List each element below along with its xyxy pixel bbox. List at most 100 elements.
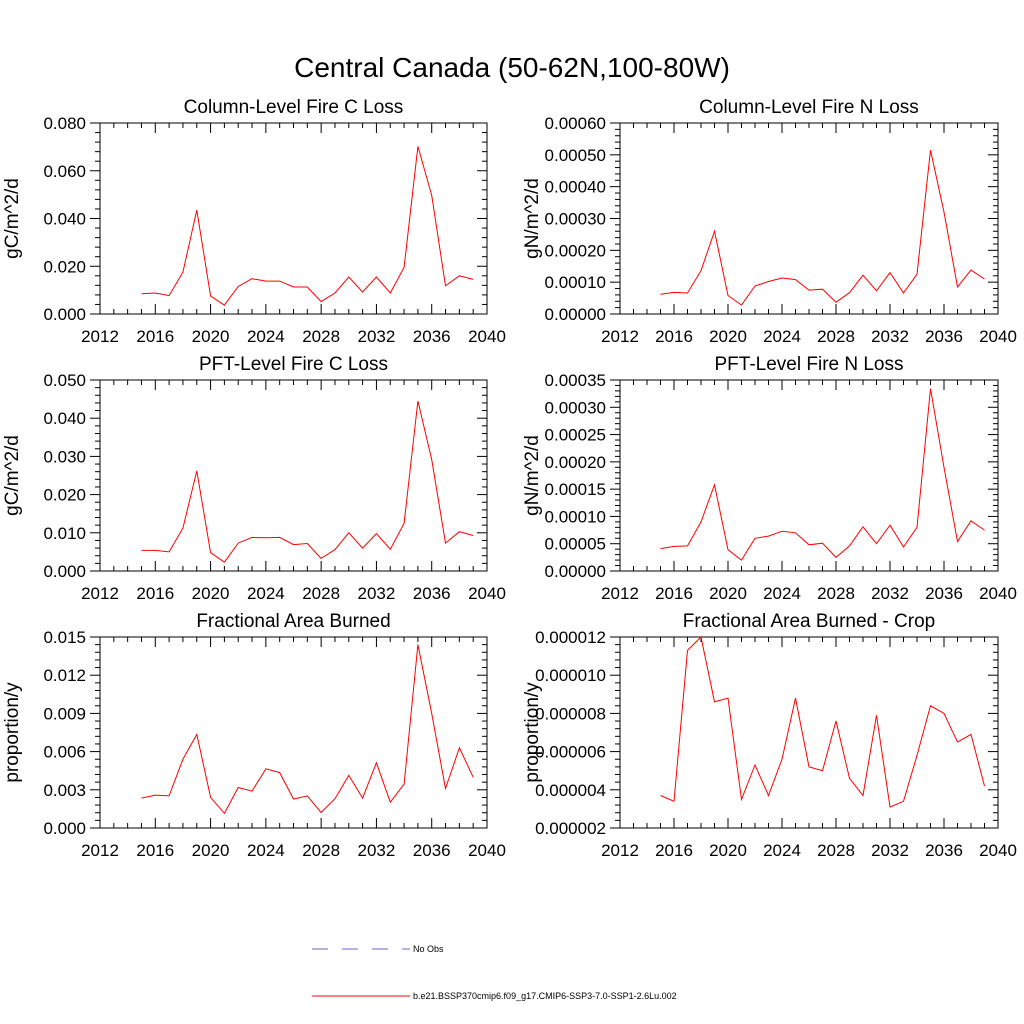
y-axis-label: gN/m^2/d bbox=[522, 435, 543, 516]
y-tick-label: 0.000006 bbox=[535, 743, 606, 762]
x-tick-label: 2020 bbox=[709, 584, 747, 603]
x-tick-label: 2040 bbox=[468, 327, 506, 346]
y-tick-label: 0.00020 bbox=[545, 241, 606, 260]
y-tick-label: 0.000 bbox=[43, 819, 86, 838]
plot-frame bbox=[619, 122, 999, 315]
x-tick-label: 2036 bbox=[413, 327, 451, 346]
y-tick-label: 0.00000 bbox=[545, 562, 606, 581]
x-tick-label: 2032 bbox=[871, 327, 909, 346]
y-tick-label: 0.020 bbox=[43, 257, 86, 276]
y-tick-label: 0.040 bbox=[43, 210, 86, 229]
x-tick-label: 2024 bbox=[763, 841, 801, 860]
plot-frame bbox=[619, 636, 999, 829]
y-tick-label: 0.00035 bbox=[545, 371, 606, 390]
x-tick-label: 2028 bbox=[302, 327, 340, 346]
y-tick-label: 0.000 bbox=[43, 305, 86, 324]
y-tick-label: 0.00010 bbox=[545, 507, 606, 526]
x-tick-label: 2032 bbox=[358, 584, 396, 603]
panel-title: Fractional Area Burned bbox=[196, 611, 390, 632]
y-tick-label: 0.00050 bbox=[545, 146, 606, 165]
x-tick-label: 2012 bbox=[601, 584, 639, 603]
y-tick-label: 0.009 bbox=[43, 704, 86, 723]
plot-frame bbox=[99, 379, 488, 572]
panel-title: PFT-Level Fire N Loss bbox=[715, 354, 904, 375]
plot-frame bbox=[99, 122, 488, 315]
y-tick-label: 0.020 bbox=[43, 486, 86, 505]
panel-6: Fractional Area Burned - Crop 2012 2016 202… bbox=[522, 611, 1017, 860]
y-axis-label: proportion/y bbox=[522, 682, 543, 783]
y-tick-label: 0.00005 bbox=[545, 535, 606, 554]
x-tick-label: 2040 bbox=[979, 327, 1017, 346]
y-tick-label: 0.00030 bbox=[545, 398, 606, 417]
y-axis-label: gC/m^2/d bbox=[2, 435, 23, 516]
y-tick-label: 0.00040 bbox=[545, 178, 606, 197]
x-tick-label: 2020 bbox=[709, 327, 747, 346]
panel-title: Column-Level Fire C Loss bbox=[184, 97, 404, 118]
panel-title: Column-Level Fire N Loss bbox=[699, 97, 919, 118]
x-tick-label: 2028 bbox=[302, 584, 340, 603]
y-tick-label: 0.000 bbox=[43, 562, 86, 581]
y-tick-label: 0.000004 bbox=[535, 781, 606, 800]
x-tick-label: 2036 bbox=[925, 584, 963, 603]
y-tick-label: 0.000002 bbox=[535, 819, 606, 838]
x-tick-label: 2020 bbox=[192, 327, 230, 346]
series-line-1 bbox=[660, 635, 985, 808]
y-tick-label: 0.00015 bbox=[545, 480, 606, 499]
x-tick-label: 2012 bbox=[601, 841, 639, 860]
x-tick-label: 2040 bbox=[979, 584, 1017, 603]
legend-item-model-run: b.e21.BSSP370cmip6.f09_g17.CMIP6-SSP3-7.… bbox=[312, 991, 677, 1001]
x-tick-label: 2032 bbox=[358, 841, 396, 860]
y-tick-label: 0.012 bbox=[43, 666, 86, 685]
y-tick-label: 0.000008 bbox=[535, 704, 606, 723]
y-tick-label: 0.040 bbox=[43, 409, 86, 428]
x-tick-label: 2028 bbox=[817, 584, 855, 603]
y-tick-label: 0.00030 bbox=[545, 210, 606, 229]
y-tick-label: 0.030 bbox=[43, 447, 86, 466]
y-axis-label: proportion/y bbox=[2, 682, 23, 783]
panel-3: PFT-Level Fire C Loss 2012 2016 2020 2024 202… bbox=[2, 354, 506, 603]
y-tick-label: 0.000010 bbox=[535, 666, 606, 685]
x-tick-label: 2036 bbox=[413, 584, 451, 603]
series-line-1 bbox=[660, 149, 985, 306]
y-tick-label: 0.003 bbox=[43, 781, 86, 800]
y-axis-label: gC/m^2/d bbox=[2, 178, 23, 259]
series-line-1 bbox=[141, 146, 474, 306]
x-tick-label: 2028 bbox=[817, 841, 855, 860]
panel-2: Column-Level Fire N Loss 2012 2016 2020 2024… bbox=[522, 97, 1017, 346]
x-tick-label: 2024 bbox=[763, 584, 801, 603]
y-tick-label: 0.00010 bbox=[545, 273, 606, 292]
x-tick-label: 2028 bbox=[302, 841, 340, 860]
x-tick-label: 2020 bbox=[192, 584, 230, 603]
legend-item-no-obs: No Obs bbox=[312, 944, 444, 954]
series-line-1 bbox=[141, 644, 474, 815]
y-tick-label: 0.006 bbox=[43, 743, 86, 762]
series-line-1 bbox=[141, 400, 474, 563]
y-tick-label: 0.00020 bbox=[545, 453, 606, 472]
panel-title: Fractional Area Burned - Crop bbox=[683, 611, 935, 632]
x-tick-label: 2040 bbox=[468, 584, 506, 603]
x-tick-label: 2040 bbox=[979, 841, 1017, 860]
x-tick-label: 2036 bbox=[925, 841, 963, 860]
x-tick-label: 2020 bbox=[709, 841, 747, 860]
y-tick-label: 0.00025 bbox=[545, 426, 606, 445]
x-tick-label: 2028 bbox=[817, 327, 855, 346]
y-tick-label: 0.050 bbox=[43, 371, 86, 390]
x-tick-label: 2036 bbox=[413, 841, 451, 860]
x-tick-label: 2016 bbox=[655, 584, 693, 603]
y-tick-label: 0.010 bbox=[43, 524, 86, 543]
x-tick-label: 2032 bbox=[871, 841, 909, 860]
x-tick-label: 2012 bbox=[601, 327, 639, 346]
x-tick-label: 2012 bbox=[81, 584, 119, 603]
plot-frame bbox=[619, 379, 999, 572]
legend: No Obs b.e21.BSSP370cmip6.f09_g17.CMIP6-… bbox=[312, 944, 677, 1001]
x-tick-label: 2016 bbox=[655, 841, 693, 860]
y-axis-label: gN/m^2/d bbox=[522, 178, 543, 259]
x-tick-label: 2032 bbox=[871, 584, 909, 603]
x-tick-label: 2024 bbox=[247, 584, 285, 603]
x-tick-label: 2016 bbox=[136, 584, 174, 603]
legend-label-model-run: b.e21.BSSP370cmip6.f09_g17.CMIP6-SSP3-7.… bbox=[413, 991, 677, 1001]
y-tick-label: 0.060 bbox=[43, 162, 86, 181]
x-tick-label: 2032 bbox=[358, 327, 396, 346]
panel-4: PFT-Level Fire N Loss 2012 2016 2020 2024 202… bbox=[522, 354, 1017, 603]
